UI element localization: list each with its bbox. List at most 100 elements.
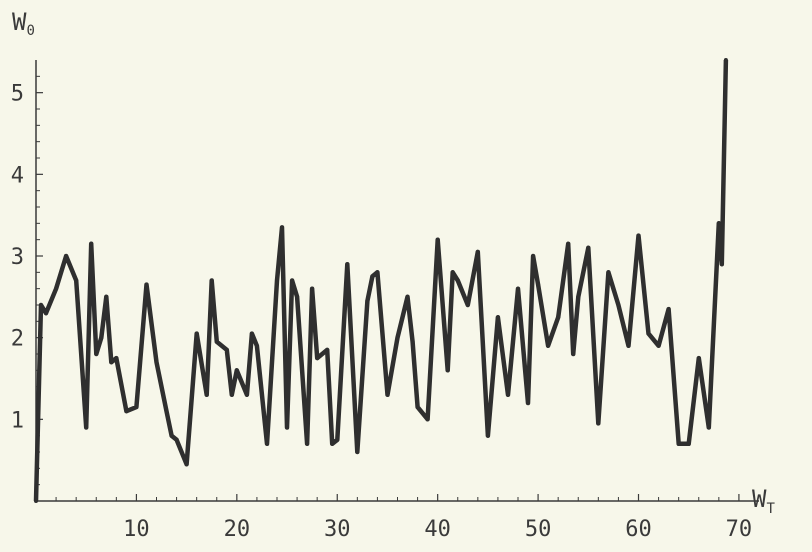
data-point xyxy=(104,294,109,299)
data-point xyxy=(719,262,724,267)
data-point xyxy=(385,392,390,397)
x-tick-label: 20 xyxy=(224,517,251,542)
y-axis-label: W0 xyxy=(12,8,35,39)
data-point xyxy=(164,409,169,414)
data-point xyxy=(124,409,129,414)
data-point xyxy=(636,233,641,238)
data-point xyxy=(229,392,234,397)
data-point xyxy=(475,249,480,254)
y-tick-label: 5 xyxy=(11,82,24,107)
data-point xyxy=(506,392,510,397)
data-point xyxy=(64,254,69,258)
y-tick-label: 2 xyxy=(11,327,24,352)
data-point xyxy=(723,58,728,62)
data-point xyxy=(516,286,520,291)
data-point xyxy=(184,462,189,467)
data-point xyxy=(696,356,701,361)
data-point xyxy=(224,347,229,352)
data-point xyxy=(114,356,119,361)
data-point xyxy=(415,405,420,410)
data-point xyxy=(39,303,43,307)
data-point xyxy=(280,225,284,230)
data-point xyxy=(405,294,410,299)
data-point xyxy=(134,405,139,410)
y-tick-label: 3 xyxy=(11,245,24,270)
data-point xyxy=(706,425,711,430)
y-ticks: 1 2 3 4 5 xyxy=(11,75,43,486)
x-tick-label: 10 xyxy=(123,517,150,542)
data-point xyxy=(144,282,149,287)
y-tick-label: 4 xyxy=(11,163,24,188)
x-tick-label: 40 xyxy=(424,517,451,542)
data-point xyxy=(74,278,79,283)
data-point xyxy=(174,437,179,442)
data-point xyxy=(536,282,541,287)
series-layer xyxy=(33,58,729,503)
x-ticks: 10 20 30 40 50 60 70 xyxy=(55,494,753,542)
data-point xyxy=(244,392,249,397)
x-axis-label-main: W xyxy=(752,485,767,513)
data-point xyxy=(450,270,455,275)
data-point xyxy=(526,401,530,405)
data-point xyxy=(546,343,551,348)
data-point xyxy=(275,278,279,283)
data-point xyxy=(194,331,199,336)
data-point xyxy=(576,294,581,299)
data-point xyxy=(109,360,114,365)
data-point xyxy=(254,343,259,348)
data-point xyxy=(435,237,440,242)
data-point xyxy=(375,270,380,275)
data-point xyxy=(485,433,490,438)
data-point xyxy=(84,425,89,430)
data-point xyxy=(465,303,470,307)
data-point xyxy=(571,352,576,356)
data-point xyxy=(345,262,350,267)
data-point xyxy=(566,241,571,246)
data-point xyxy=(209,278,214,283)
data-point xyxy=(425,417,430,422)
x-axis-label-sub: T xyxy=(766,501,775,517)
x-tick-label: 50 xyxy=(525,517,552,542)
series-line xyxy=(33,59,729,502)
data-point xyxy=(325,347,330,352)
data-point xyxy=(204,392,209,397)
x-axis-label: WT xyxy=(752,485,775,517)
data-point xyxy=(305,441,310,446)
axes: 10 20 30 40 50 60 70 1 2 3 4 5 xyxy=(11,60,759,542)
data-point xyxy=(445,368,450,373)
data-point xyxy=(606,270,611,275)
data-point xyxy=(365,298,370,303)
data-point xyxy=(330,441,335,446)
data-point xyxy=(54,286,59,291)
data-point xyxy=(94,352,99,356)
data-point xyxy=(249,331,254,336)
data-point xyxy=(410,339,415,344)
data-point xyxy=(44,311,48,316)
data-point xyxy=(596,421,601,426)
data-point xyxy=(99,335,104,340)
data-point xyxy=(265,441,269,446)
data-point xyxy=(656,343,661,348)
data-point xyxy=(666,307,671,312)
data-point xyxy=(616,303,621,307)
data-point xyxy=(370,274,375,279)
data-point xyxy=(716,221,721,226)
data-point xyxy=(290,278,295,283)
data-point xyxy=(646,331,651,336)
x-tick-label: 70 xyxy=(726,517,753,542)
x-tick-label: 30 xyxy=(324,517,351,542)
data-point xyxy=(455,278,460,283)
data-point xyxy=(310,286,315,291)
data-point xyxy=(89,241,94,246)
data-point xyxy=(295,294,300,299)
data-point xyxy=(315,356,320,361)
y-tick-label: 1 xyxy=(11,408,24,433)
x-tick-label: 60 xyxy=(625,517,652,542)
data-point xyxy=(531,254,536,258)
data-point xyxy=(285,425,289,430)
data-point xyxy=(676,441,681,446)
data-point xyxy=(34,499,38,503)
data-point xyxy=(214,339,219,344)
